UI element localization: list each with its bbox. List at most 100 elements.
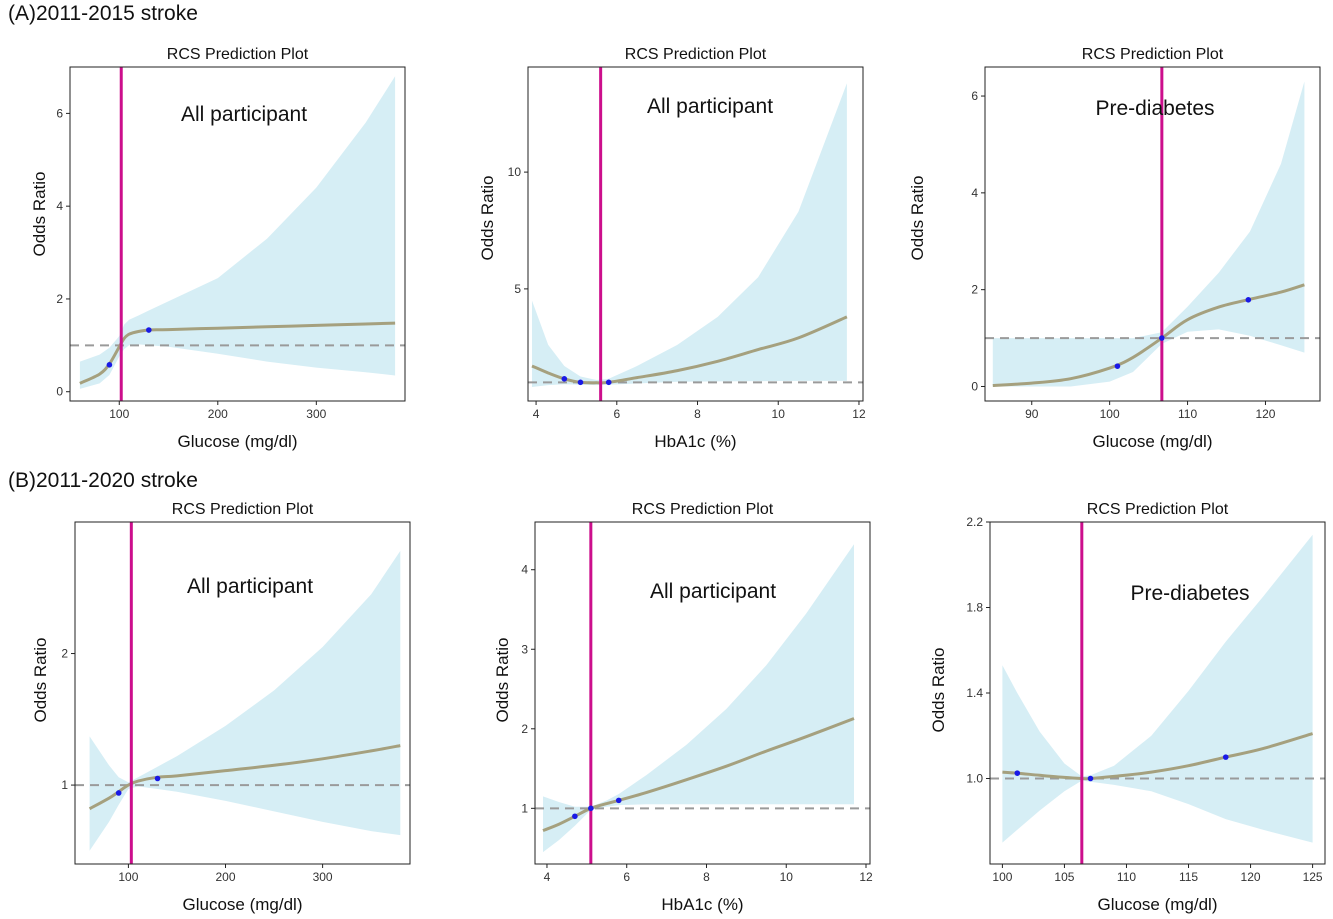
knot-point xyxy=(561,376,568,382)
y-tick-label: 0 xyxy=(56,385,63,399)
knot-point xyxy=(615,797,622,804)
knot-point xyxy=(1159,335,1165,341)
chart-panel-3: 90 100 110 120 0 2 4 6 RCS Prediction Plot Pre-di… xyxy=(908,46,1321,451)
x-tick-label: 120 xyxy=(1241,870,1261,884)
subgroup-annotation: Pre-diabetes xyxy=(1095,97,1214,120)
chart-title: RCS Prediction Plot xyxy=(172,501,314,518)
x-tick-label: 100 xyxy=(1100,407,1120,421)
confidence-band xyxy=(532,83,847,388)
section-b-label: (B)2011-2020 stroke xyxy=(8,469,198,492)
x-tick-label: 110 xyxy=(1117,870,1136,884)
x-tick-label: 300 xyxy=(313,870,333,884)
y-tick-label: 6 xyxy=(971,89,978,103)
y-tick-label: 4 xyxy=(521,563,528,577)
knot-point xyxy=(146,327,152,333)
x-axis-label: Glucose (mg/dl) xyxy=(183,895,303,914)
knot-point xyxy=(588,805,594,812)
x-axis-label: Glucose (mg/dl) xyxy=(178,432,298,451)
plot-area xyxy=(990,522,1325,864)
plot-frame xyxy=(984,66,1321,402)
confidence-band xyxy=(79,76,396,389)
y-tick-label: 1.4 xyxy=(966,686,983,700)
confidence-band xyxy=(543,544,854,853)
plot-area xyxy=(528,67,863,401)
y-tick-label: 2.2 xyxy=(966,515,983,529)
y-axis-label: Odds Ratio xyxy=(478,175,497,260)
y-tick-label: 0 xyxy=(971,379,978,393)
plot-area xyxy=(535,522,870,864)
x-tick-label: 10 xyxy=(780,870,794,884)
subgroup-annotation: All participant xyxy=(181,103,307,126)
knot-point xyxy=(1087,775,1094,782)
y-axis-label: Odds Ratio xyxy=(493,637,512,722)
chart-title: RCS Prediction Plot xyxy=(1082,46,1224,63)
chart-title: RCS Prediction Plot xyxy=(1087,501,1229,518)
x-axis-label: Glucose (mg/dl) xyxy=(1093,432,1213,451)
x-tick-label: 100 xyxy=(118,870,138,884)
x-tick-label: 200 xyxy=(208,407,228,421)
chart-panel-2: 4 6 8 10 12 5 10 RCS Prediction Plot All partici… xyxy=(478,46,866,451)
knot-point xyxy=(106,362,113,368)
y-tick-label: 2 xyxy=(521,722,528,736)
y-tick-label: 2 xyxy=(56,292,63,306)
x-axis-label: HbA1c (%) xyxy=(654,432,736,451)
y-axis-label: Odds Ratio xyxy=(929,647,948,732)
chart-title: RCS Prediction Plot xyxy=(625,46,767,63)
x-tick-label: 100 xyxy=(109,407,129,421)
knot-point xyxy=(572,813,578,820)
subgroup-annotation: Pre-diabetes xyxy=(1130,582,1249,605)
y-tick-label: 2 xyxy=(61,647,68,661)
section-a-label: (A)2011-2015 stroke xyxy=(8,2,198,25)
x-tick-label: 100 xyxy=(992,870,1012,884)
y-tick-label: 4 xyxy=(56,199,63,213)
x-tick-label: 10 xyxy=(772,407,786,421)
y-tick-label: 1 xyxy=(61,778,68,792)
x-tick-label: 200 xyxy=(215,870,235,884)
chart-panel-1: 100 200 300 0 2 4 6 RCS Prediction Plot All part… xyxy=(30,46,406,451)
knot-point xyxy=(1114,363,1121,369)
plot-frame xyxy=(527,66,864,402)
x-tick-label: 110 xyxy=(1178,407,1197,421)
subgroup-annotation: All participant xyxy=(650,580,776,603)
knot-point xyxy=(154,775,161,782)
x-tick-label: 12 xyxy=(852,407,866,421)
x-tick-label: 90 xyxy=(1025,407,1039,421)
knot-point xyxy=(1245,297,1252,303)
x-tick-label: 300 xyxy=(306,407,326,421)
y-tick-label: 3 xyxy=(521,642,528,656)
x-axis-label: Glucose (mg/dl) xyxy=(1098,895,1218,914)
knot-point xyxy=(1222,754,1229,760)
chart-panel-4: 100 200 300 1 2 RCS Prediction Plot All partic… xyxy=(31,501,411,914)
x-tick-label: 105 xyxy=(1054,870,1074,884)
chart-title: RCS Prediction Plot xyxy=(632,501,774,518)
y-axis-label: Odds Ratio xyxy=(31,637,50,722)
x-tick-label: 125 xyxy=(1303,870,1323,884)
plot-frame xyxy=(74,521,411,865)
plot-frame xyxy=(534,521,871,865)
x-axis-label: HbA1c (%) xyxy=(661,895,743,914)
y-tick-label: 10 xyxy=(508,165,522,179)
x-tick-label: 4 xyxy=(533,407,540,421)
subgroup-annotation: All participant xyxy=(187,575,313,598)
x-tick-label: 115 xyxy=(1179,870,1198,884)
plot-area xyxy=(70,67,405,401)
chart-title: RCS Prediction Plot xyxy=(167,46,309,63)
subgroup-annotation: All participant xyxy=(647,95,773,118)
y-tick-label: 4 xyxy=(971,186,978,200)
y-tick-label: 6 xyxy=(56,106,63,120)
plot-area xyxy=(75,522,410,864)
knot-point xyxy=(605,379,612,386)
x-tick-label: 8 xyxy=(694,407,701,421)
confidence-band xyxy=(1002,534,1313,843)
or-curve xyxy=(1002,732,1314,781)
x-tick-label: 6 xyxy=(623,870,630,884)
y-tick-label: 1.0 xyxy=(966,772,983,786)
knot-point xyxy=(577,379,584,386)
x-tick-label: 120 xyxy=(1255,407,1275,421)
y-axis-label: Odds Ratio xyxy=(30,171,49,256)
chart-panel-6: 100 105 110 115 120 125 1.0 1.4 1.8 2.2 RCS Predic… xyxy=(929,501,1326,914)
x-tick-label: 12 xyxy=(859,870,873,884)
plot-frame xyxy=(69,66,406,402)
